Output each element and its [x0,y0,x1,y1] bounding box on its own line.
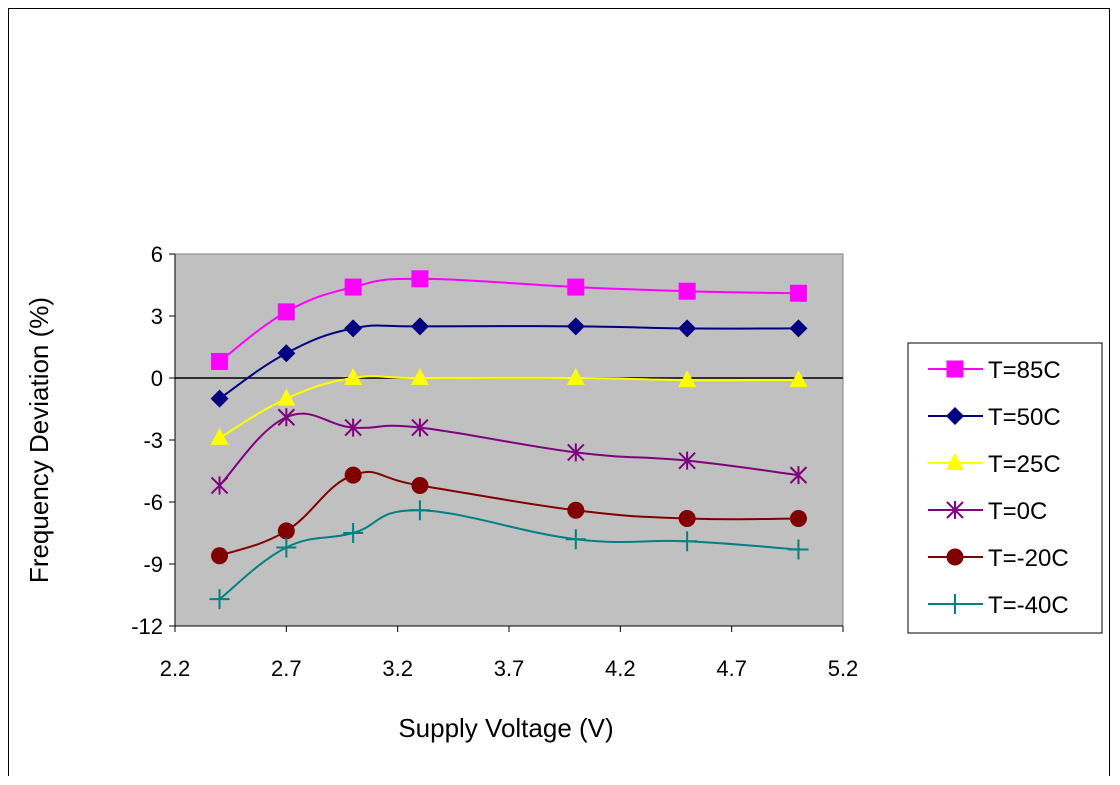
y-tick-label: -12 [131,614,163,639]
data-point [276,537,297,558]
x-tick-label: 4.7 [716,656,747,681]
data-point [566,368,585,385]
data-point [678,282,696,300]
data-point [211,352,229,370]
y-tick-label: -6 [143,490,163,515]
legend-item: T=25C [928,451,1061,478]
legend-item: T=50C [928,404,1061,431]
data-point [789,510,807,528]
data-point [789,284,807,302]
x-tick-label: 2.2 [160,656,191,681]
data-point [209,589,230,610]
legend-box [907,342,1103,634]
y-tick-label: 0 [151,366,163,391]
legend-item: T=-20C [928,545,1069,572]
y-axis-title: Frequency Deviation (%) [24,297,54,583]
data-point [277,388,296,406]
legend-item: T=85C [928,357,1061,384]
legend-marker [946,548,964,566]
x-tick-label: 3.2 [382,656,413,681]
series-lines [209,270,809,610]
legend-item: T=0C [928,498,1047,525]
data-point [789,466,808,485]
data-point [789,370,808,388]
data-point [565,529,586,550]
y-tick-label: -9 [143,552,163,577]
legend-marker [946,501,964,519]
y-axis-ticks: 6 3 0 -3 -6 -9 -12 [131,242,176,639]
data-point [678,370,697,388]
data-point [210,476,229,495]
data-point [678,319,697,338]
data-point [409,500,430,521]
data-point [411,418,429,437]
x-tick-label: 3.7 [494,656,525,681]
legend-label: T=25C [988,451,1061,478]
data-point [344,418,362,437]
data-point [410,368,429,385]
data-point [410,317,429,336]
data-point [789,319,808,338]
legend-label: T=0C [988,498,1047,525]
series-t-0c [210,408,808,495]
series-t-50c [210,317,808,408]
legend-label: T=85C [988,357,1061,384]
legend: T=85C T=50C T=25C T=0C T=-20C T=-40C [907,342,1103,634]
data-point [411,270,429,288]
x-tick-label: 5.2 [828,656,859,681]
data-point [566,317,585,336]
data-point [344,278,362,296]
data-point [344,466,362,484]
y-tick-label: -3 [143,428,163,453]
y-tick-label: 6 [151,242,163,267]
data-point [277,344,296,363]
data-point [411,476,429,494]
data-point [277,408,296,427]
series-t-85c [211,270,807,370]
legend-label: T=-20C [988,545,1069,572]
series-t-25c [210,368,808,445]
data-point [277,303,295,321]
data-point [567,501,585,519]
x-axis-title: Supply Voltage (V) [398,713,613,743]
legend-label: T=50C [988,404,1061,431]
plot-area [174,253,844,627]
data-point [567,278,585,296]
x-axis-ticks: 2.2 2.7 3.2 3.7 4.2 4.7 5.2 [160,625,859,681]
data-point [788,539,809,560]
data-point [210,389,229,408]
legend-label: T=-40C [988,592,1069,619]
series-t-20c [211,466,807,565]
data-point [211,547,229,565]
data-point [678,451,696,470]
legend-marker [946,453,964,470]
data-point [277,522,295,540]
data-point [344,368,363,385]
data-point [677,531,698,552]
legend-marker [946,407,964,425]
data-point [210,427,229,445]
series-t-40c [209,500,809,610]
data-point [343,523,364,543]
legend-item: T=-40C [928,592,1069,619]
data-point [567,443,585,462]
legend-marker [946,360,964,378]
legend-marker [945,594,965,614]
data-point [344,319,363,338]
data-point [678,510,696,528]
y-tick-label: 3 [151,304,163,329]
x-tick-label: 4.2 [605,656,636,681]
x-tick-label: 2.7 [271,656,302,681]
